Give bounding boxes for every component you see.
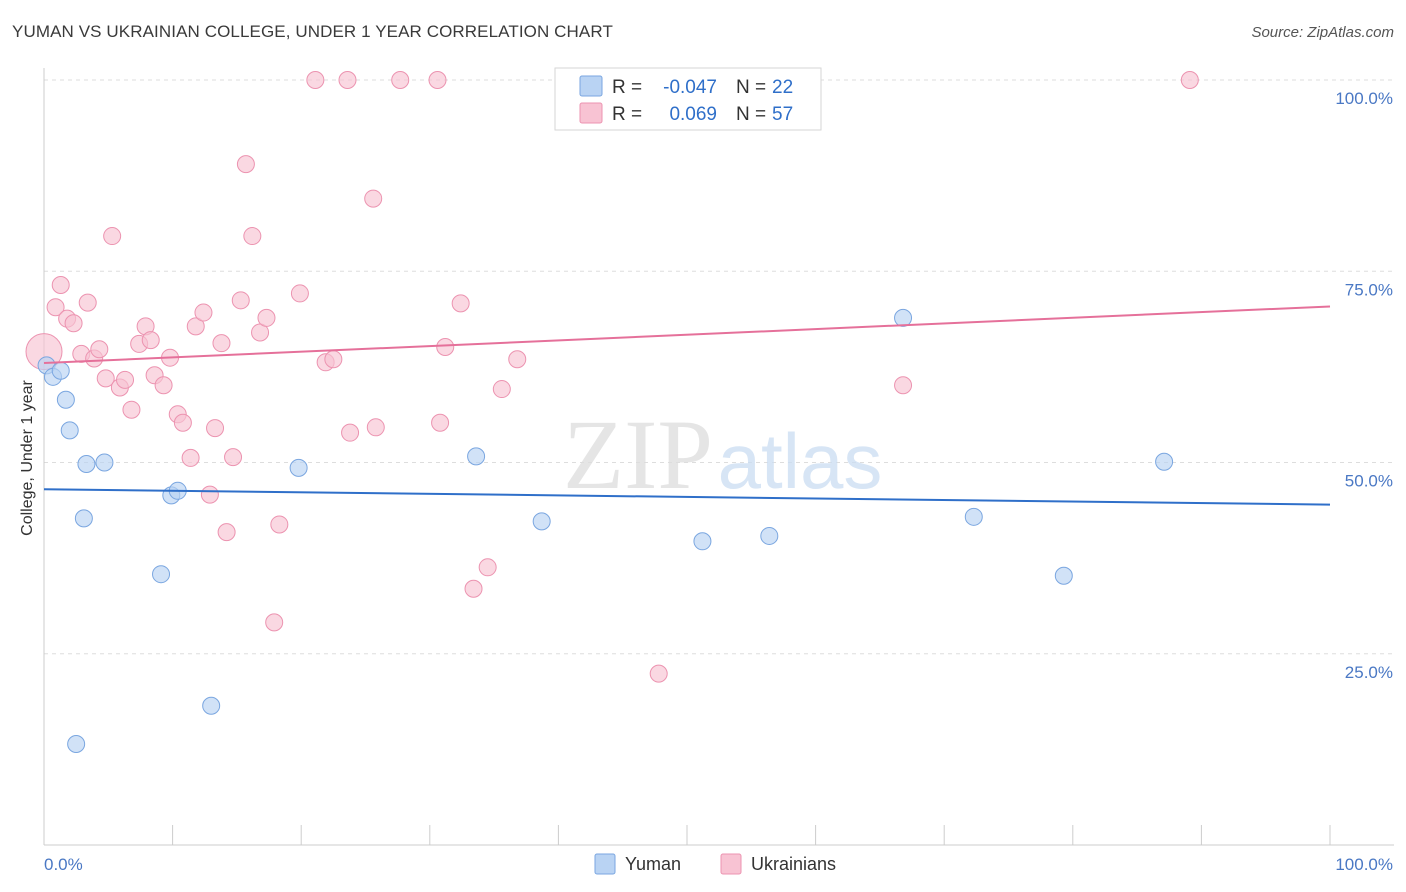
- ukrainians-point: [46, 298, 65, 317]
- source-credit: Source: ZipAtlas.com: [1251, 24, 1394, 41]
- stats-legend-n-label-yuman: N =: [736, 77, 766, 98]
- ukrainians-point: [141, 331, 160, 350]
- stats-legend-n-label-ukrainians: N =: [736, 104, 766, 125]
- ukrainians-point: [428, 71, 447, 89]
- y-tick-label: 25.0%: [1345, 663, 1393, 682]
- yuman-point: [693, 532, 712, 551]
- ukrainians-point: [173, 413, 192, 432]
- y-tick-labels: 100.0% 75.0% 50.0% 25.0%: [1335, 89, 1393, 682]
- stats-legend: R = -0.047 N = 22 R = 0.069 N = 57: [554, 67, 822, 131]
- ukrainians-point: [478, 558, 497, 577]
- ukrainians-point: [451, 294, 470, 313]
- watermark: ZIP atlas: [563, 399, 882, 510]
- ukrainians-point: [391, 71, 410, 89]
- yuman-point: [51, 361, 70, 380]
- trend-lines: [43, 305, 1331, 506]
- stats-legend-n-value-ukrainians: 57: [772, 104, 793, 125]
- ukrainians-point: [338, 71, 357, 89]
- stats-legend-r-label-ukrainians: R =: [612, 104, 642, 125]
- stats-legend-swatch-ukrainians: [579, 102, 603, 124]
- ukrainians-point: [1180, 71, 1199, 89]
- ukrainians-point: [894, 376, 913, 395]
- yuman-point: [56, 390, 75, 409]
- ukrainians-point: [90, 340, 109, 359]
- yuman-point: [152, 565, 171, 584]
- y-tick-label: 75.0%: [1345, 280, 1393, 299]
- yuman-point: [77, 455, 96, 474]
- yuman-point: [760, 526, 779, 545]
- legend-label-yuman: Yuman: [625, 854, 681, 874]
- ukrainians-point: [96, 369, 115, 388]
- ukrainians-point: [341, 423, 360, 442]
- yuman-trend-line: [43, 488, 1331, 506]
- ukrainians-point: [364, 189, 383, 208]
- watermark-atlas: atlas: [718, 417, 883, 505]
- y-tick-label: 100.0%: [1335, 89, 1393, 108]
- chart-title: YUMAN VS UKRAINIAN COLLEGE, UNDER 1 YEAR…: [12, 22, 613, 41]
- ukrainians-point: [186, 317, 205, 336]
- ukrainians-point: [270, 515, 289, 534]
- stats-legend-r-value-ukrainians: 0.069: [669, 104, 717, 125]
- yuman-point: [1054, 566, 1073, 585]
- yuman-point: [74, 509, 93, 528]
- ukrainians-point: [181, 448, 200, 467]
- stats-legend-r-value-yuman: -0.047: [663, 77, 717, 98]
- yuman-point: [60, 421, 79, 440]
- legend-swatch-yuman: [594, 853, 616, 875]
- yuman-point: [964, 507, 983, 526]
- bottom-legend: Yuman Ukrainians: [594, 853, 836, 875]
- ukrainians-point: [206, 419, 225, 438]
- ukrainians-point: [464, 579, 483, 598]
- ukrainians-point: [236, 155, 255, 174]
- ukrainians-points: [25, 71, 1199, 683]
- ukrainians-point: [200, 485, 219, 504]
- legend-swatch-ukrainians: [720, 853, 742, 875]
- ukrainians-point: [508, 350, 527, 369]
- ukrainians-point: [78, 293, 97, 312]
- stats-legend-swatch-yuman: [579, 75, 603, 97]
- ukrainians-point: [116, 370, 135, 389]
- ukrainians-point: [290, 284, 309, 303]
- ukrainians-point: [194, 303, 213, 322]
- ukrainians-point: [257, 308, 276, 327]
- ukrainians-point: [51, 276, 70, 295]
- ukrainians-point: [64, 314, 83, 333]
- yuman-point: [467, 447, 486, 466]
- ukrainians-point: [154, 376, 173, 395]
- ukrainians-point: [265, 613, 284, 632]
- stats-legend-r-label-yuman: R =: [612, 77, 642, 98]
- ukrainians-point: [324, 350, 343, 369]
- ukrainians-point: [103, 227, 122, 246]
- ukrainians-point: [366, 418, 385, 437]
- ukrainians-point: [649, 664, 668, 683]
- ukrainians-point: [122, 400, 141, 419]
- ukrainians-point: [217, 523, 236, 542]
- yuman-point: [67, 735, 86, 754]
- watermark-zip: ZIP: [563, 399, 713, 510]
- stats-legend-n-value-yuman: 22: [772, 77, 793, 98]
- ukrainians-point: [436, 337, 455, 356]
- axes: [43, 68, 1394, 846]
- ukrainians-point: [306, 71, 325, 89]
- ukrainians-point: [243, 227, 262, 246]
- x-tick-label-max: 100.0%: [1335, 855, 1393, 874]
- ukrainians-point: [492, 380, 511, 399]
- ukrainians-trend-line: [43, 305, 1331, 365]
- legend-label-ukrainians: Ukrainians: [751, 854, 836, 874]
- ukrainians-point: [212, 334, 231, 353]
- yuman-point: [95, 453, 114, 472]
- yuman-point: [894, 308, 913, 327]
- yuman-point: [202, 696, 221, 715]
- x-tick-label-min: 0.0%: [44, 855, 83, 874]
- ukrainians-point: [431, 413, 450, 432]
- yuman-points: [37, 308, 1174, 754]
- x-tick-labels: 0.0% 100.0%: [44, 855, 1393, 874]
- yuman-point: [289, 458, 308, 477]
- ukrainians-point: [224, 448, 243, 467]
- y-tick-label: 50.0%: [1345, 472, 1393, 491]
- ukrainians-point: [231, 291, 250, 310]
- yuman-point: [532, 512, 551, 531]
- yuman-point: [1155, 452, 1174, 471]
